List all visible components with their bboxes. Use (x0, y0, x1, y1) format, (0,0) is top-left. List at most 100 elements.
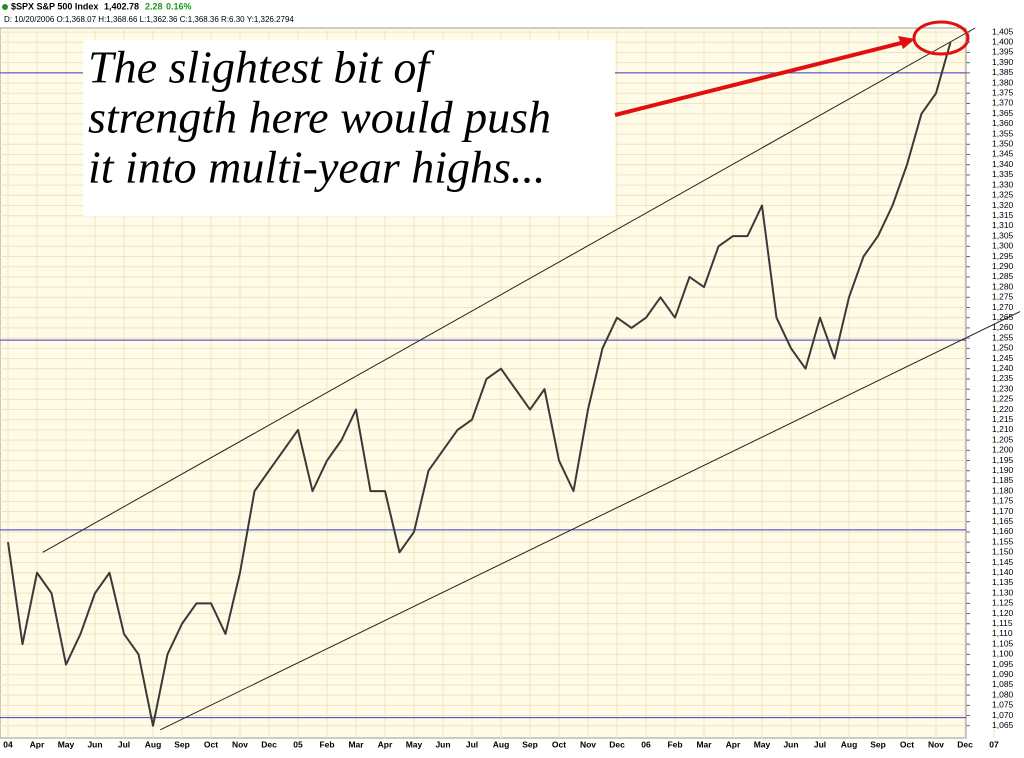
x-tick-label: Feb (319, 739, 334, 749)
y-tick-label: 1,280 (992, 281, 1014, 291)
y-tick-label: 1,265 (992, 312, 1014, 322)
y-tick-label: 1,170 (992, 506, 1014, 516)
annotation-line: strength here would push (88, 92, 551, 143)
y-tick-label: 1,390 (992, 57, 1014, 67)
y-tick-label: 1,195 (992, 455, 1014, 465)
x-tick-label: Oct (552, 739, 566, 749)
x-tick-label: 07 (989, 739, 999, 749)
y-tick-label: 1,350 (992, 139, 1014, 149)
info-line: D: 10/20/2006 O:1,368.07 H:1,368.66 L:1,… (4, 15, 294, 24)
y-tick-label: 1,130 (992, 587, 1014, 597)
x-tick-label: 04 (3, 739, 13, 749)
x-tick-label: 06 (641, 739, 651, 749)
x-tick-label: Oct (900, 739, 914, 749)
y-tick-label: 1,140 (992, 567, 1014, 577)
header-icon (2, 4, 8, 10)
y-tick-label: 1,345 (992, 149, 1014, 159)
y-tick-label: 1,235 (992, 373, 1014, 383)
annotation-line: it into multi-year highs... (88, 142, 545, 193)
x-tick-label: Jun (435, 739, 450, 749)
y-tick-label: 1,190 (992, 465, 1014, 475)
x-tick-label: Jun (87, 739, 102, 749)
y-tick-label: 1,200 (992, 445, 1014, 455)
y-tick-label: 1,305 (992, 230, 1014, 240)
change-pct: 0.16% (166, 1, 192, 11)
y-tick-label: 1,085 (992, 679, 1014, 689)
y-tick-label: 1,230 (992, 383, 1014, 393)
x-tick-label: Apr (378, 739, 393, 749)
y-tick-label: 1,285 (992, 271, 1014, 281)
y-tick-label: 1,315 (992, 210, 1014, 220)
y-tick-label: 1,135 (992, 577, 1014, 587)
x-tick-label: Sep (870, 739, 886, 749)
change: 2.28 (145, 1, 163, 11)
y-tick-label: 1,245 (992, 353, 1014, 363)
y-tick-label: 1,125 (992, 598, 1014, 608)
y-tick-label: 1,205 (992, 434, 1014, 444)
y-tick-label: 1,165 (992, 516, 1014, 526)
x-tick-label: Jul (814, 739, 826, 749)
y-tick-label: 1,270 (992, 302, 1014, 312)
y-tick-label: 1,110 (992, 628, 1013, 638)
highlight-circle (912, 20, 970, 56)
y-tick-label: 1,095 (992, 659, 1014, 669)
y-tick-label: 1,295 (992, 251, 1014, 261)
y-tick-label: 1,145 (992, 557, 1014, 567)
y-tick-label: 1,375 (992, 88, 1014, 98)
x-tick-label: Nov (580, 739, 596, 749)
y-tick-label: 1,370 (992, 98, 1014, 108)
y-tick-label: 1,300 (992, 241, 1014, 251)
x-tick-label: Nov (928, 739, 944, 749)
y-tick-label: 1,100 (992, 649, 1014, 659)
y-tick-label: 1,385 (992, 67, 1014, 77)
y-tick-label: 1,325 (992, 190, 1014, 200)
x-tick-label: May (406, 739, 423, 749)
y-tick-label: 1,365 (992, 108, 1014, 118)
y-tick-label: 1,355 (992, 128, 1014, 138)
y-tick-label: 1,065 (992, 720, 1014, 730)
y-tick-label: 1,320 (992, 200, 1014, 210)
y-tick-label: 1,210 (992, 424, 1014, 434)
y-tick-label: 1,160 (992, 526, 1014, 536)
x-tick-label: Jul (466, 739, 478, 749)
x-tick-label: Jun (783, 739, 798, 749)
x-tick-label: Aug (493, 739, 510, 749)
x-tick-label: Dec (957, 739, 973, 749)
y-tick-label: 1,310 (992, 220, 1014, 230)
y-tick-label: 1,225 (992, 394, 1014, 404)
y-tick-label: 1,220 (992, 404, 1014, 414)
y-tick-label: 1,255 (992, 332, 1014, 342)
last-price: 1,402.78 (104, 1, 139, 11)
chart-title: $SPX S&P 500 Index (11, 1, 98, 11)
y-tick-label: 1,120 (992, 608, 1014, 618)
y-tick-label: 1,215 (992, 414, 1014, 424)
x-tick-label: Aug (841, 739, 858, 749)
y-tick-label: 1,180 (992, 485, 1014, 495)
x-tick-label: Apr (30, 739, 45, 749)
y-tick-label: 1,080 (992, 689, 1014, 699)
x-tick-label: Aug (145, 739, 162, 749)
y-tick-label: 1,150 (992, 547, 1014, 557)
y-tick-label: 1,290 (992, 261, 1014, 271)
y-tick-label: 1,075 (992, 700, 1014, 710)
y-tick-label: 1,260 (992, 322, 1014, 332)
x-tick-label: Dec (261, 739, 277, 749)
x-tick-label: Jul (118, 739, 130, 749)
y-tick-label: 1,155 (992, 536, 1014, 546)
x-tick-label: Dec (609, 739, 625, 749)
x-tick-label: Apr (726, 739, 741, 749)
y-tick-label: 1,090 (992, 669, 1014, 679)
x-tick-label: Oct (204, 739, 218, 749)
y-tick-label: 1,275 (992, 292, 1014, 302)
x-tick-label: Nov (232, 739, 248, 749)
y-tick-label: 1,330 (992, 179, 1014, 189)
y-tick-label: 1,250 (992, 343, 1014, 353)
arrow (614, 40, 906, 117)
header-bg (0, 0, 1024, 28)
x-tick-label: May (754, 739, 771, 749)
y-tick-label: 1,380 (992, 77, 1014, 87)
y-tick-label: 1,175 (992, 496, 1014, 506)
y-tick-label: 1,115 (992, 618, 1013, 628)
